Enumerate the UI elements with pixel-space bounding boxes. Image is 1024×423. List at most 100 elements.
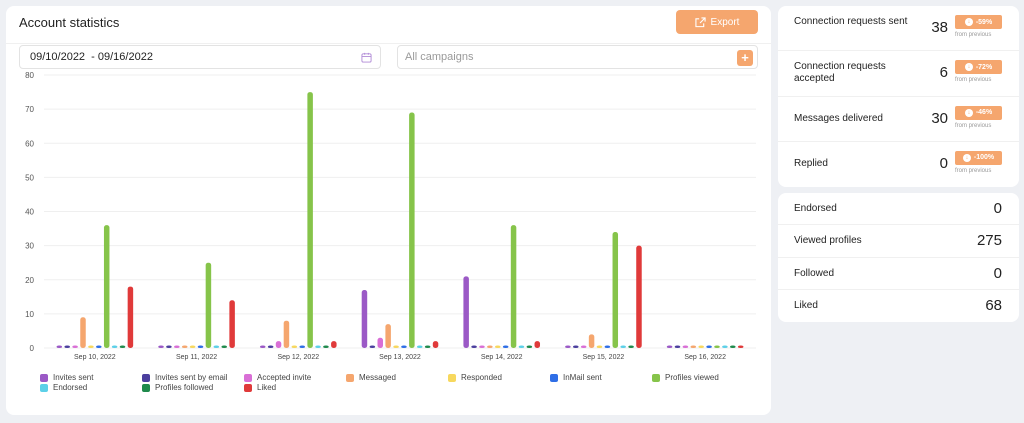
bar-invites-sent-by-email xyxy=(267,345,274,348)
bar-messaged xyxy=(181,345,188,348)
chart-legend: Invites sent Invites sent by email Accepte… xyxy=(40,373,760,403)
export-label: Export xyxy=(710,16,740,28)
bar-invites-sent xyxy=(158,345,164,348)
bar-responded xyxy=(495,345,501,348)
legend-item[interactable]: Liked xyxy=(244,383,276,392)
stat-value: 0 xyxy=(939,154,948,172)
bar-profiles-viewed xyxy=(510,225,517,348)
change-note: from previous xyxy=(955,167,992,174)
x-tick-label: Sep 11, 2022 xyxy=(176,354,217,361)
bar-profiles-viewed xyxy=(612,231,619,348)
legend-swatch xyxy=(142,373,150,382)
legend-label: Invites sent by email xyxy=(155,373,228,382)
bar-profiles-viewed xyxy=(714,345,720,348)
bar-messaged xyxy=(283,320,290,348)
legend-item[interactable]: Profiles followed xyxy=(142,383,213,392)
y-tick-label: 30 xyxy=(25,242,34,251)
x-tick-label: Sep 16, 2022 xyxy=(684,354,726,361)
change-value: -59% xyxy=(975,18,993,26)
bar-invites-sent-by-email xyxy=(64,345,70,348)
legend-item[interactable]: Profiles viewed xyxy=(652,373,719,382)
legend-swatch xyxy=(244,383,252,392)
stat-value: 68 xyxy=(985,296,1002,314)
down-arrow-icon: ↓ xyxy=(964,18,973,26)
y-tick-label: 50 xyxy=(25,173,34,182)
bar-invites-sent xyxy=(666,345,673,348)
down-arrow-icon: ↓ xyxy=(964,108,973,117)
change-badge: ↓ -72% xyxy=(955,60,1002,75)
stat-row: Messages delivered 30 ↓ -46% from previous xyxy=(778,97,1019,142)
stat-value: 0 xyxy=(993,200,1002,217)
stat-row: Endorsed 0 xyxy=(778,193,1019,226)
stat-label: Endorsed xyxy=(794,203,837,214)
add-campaign-button[interactable]: + xyxy=(737,50,753,66)
calendar-icon[interactable] xyxy=(361,52,372,63)
bar-messaged xyxy=(588,334,595,348)
legend-label: Endorsed xyxy=(53,383,88,392)
date-range-value: 09/10/2022 - 09/16/2022 xyxy=(30,51,153,63)
bar-invites-sent-by-email xyxy=(674,345,681,348)
bar-liked xyxy=(534,341,541,348)
legend-label: Profiles followed xyxy=(155,383,214,392)
bar-invites-sent xyxy=(361,289,368,348)
legend-label: Accepted invite xyxy=(257,373,312,382)
stat-value: 6 xyxy=(939,64,948,82)
bar-liked xyxy=(331,341,337,348)
legend-item[interactable]: Invites sent xyxy=(40,373,93,382)
bar-accepted-invite xyxy=(72,345,78,348)
bar-profiles-viewed xyxy=(205,262,212,348)
activity-chart: 0 10 20 30 40 50 60 70 80 Sep 10, 2022 Sep 11, 202… xyxy=(25,71,756,361)
bar-accepted-invite xyxy=(580,345,587,348)
y-tick-label: 70 xyxy=(25,105,34,114)
legend-label: InMail sent xyxy=(563,373,602,382)
stat-row: Liked 68 xyxy=(778,290,1019,322)
legend-item[interactable]: Accepted invite xyxy=(244,373,311,382)
legend-swatch xyxy=(40,383,48,392)
down-arrow-icon: ↓ xyxy=(962,153,971,162)
bar-liked xyxy=(432,341,439,348)
stat-label: Connection requests accepted xyxy=(794,61,886,85)
bar-liked xyxy=(127,286,134,348)
card-title: Account statistics xyxy=(19,15,120,30)
legend-item[interactable]: Responded xyxy=(448,373,502,382)
y-tick-label: 80 xyxy=(25,71,34,80)
bar-accepted-invite xyxy=(174,345,180,348)
change-badge: ↓ -59% xyxy=(955,15,1002,29)
legend-label: Messaged xyxy=(359,373,396,382)
legend-item[interactable]: Endorsed xyxy=(40,383,87,392)
bar-profiles-viewed xyxy=(307,92,313,348)
bar-invites-sent xyxy=(56,345,63,348)
bar-profiles-followed xyxy=(221,345,227,348)
bar-messaged xyxy=(690,345,697,348)
change-badge: ↓ -100% xyxy=(955,150,1002,165)
y-tick-label: 60 xyxy=(25,139,34,148)
export-button[interactable]: Export xyxy=(676,10,758,34)
stat-value: 30 xyxy=(931,109,948,127)
legend-item[interactable]: InMail sent xyxy=(550,373,602,382)
change-note: from previous xyxy=(955,32,992,38)
y-tick-label: 0 xyxy=(30,344,35,353)
bar-messaged xyxy=(385,324,391,348)
bar-endorsed xyxy=(620,345,626,348)
stat-label: Viewed profiles xyxy=(794,235,862,247)
x-tick-label: Sep 13, 2022 xyxy=(379,354,421,361)
legend-item[interactable]: Invites sent by email xyxy=(142,373,227,382)
x-tick-label: Sep 12, 2022 xyxy=(277,354,319,361)
bar-accepted-invite xyxy=(275,341,282,348)
bar-endorsed xyxy=(417,345,423,348)
campaign-select[interactable]: All campaigns + xyxy=(397,45,758,69)
bar-profiles-followed xyxy=(119,345,126,348)
stat-label: Liked xyxy=(794,299,818,311)
stat-value: 0 xyxy=(993,264,1002,282)
bar-liked xyxy=(636,245,642,348)
bar-endorsed xyxy=(111,345,118,348)
x-tick-label: Sep 14, 2022 xyxy=(481,354,523,361)
bar-invites-sent-by-email xyxy=(166,345,172,348)
stat-row: Connection requests sent 38 ↓ -59% from prev… xyxy=(778,6,1019,52)
legend-item[interactable]: Messaged xyxy=(346,373,396,382)
change-value: -72% xyxy=(975,63,993,71)
bar-messaged xyxy=(80,317,86,348)
header-divider xyxy=(6,43,771,44)
stat-row: Viewed profiles 275 xyxy=(778,225,1019,258)
date-range-input[interactable]: 09/10/2022 - 09/16/2022 xyxy=(19,45,381,69)
